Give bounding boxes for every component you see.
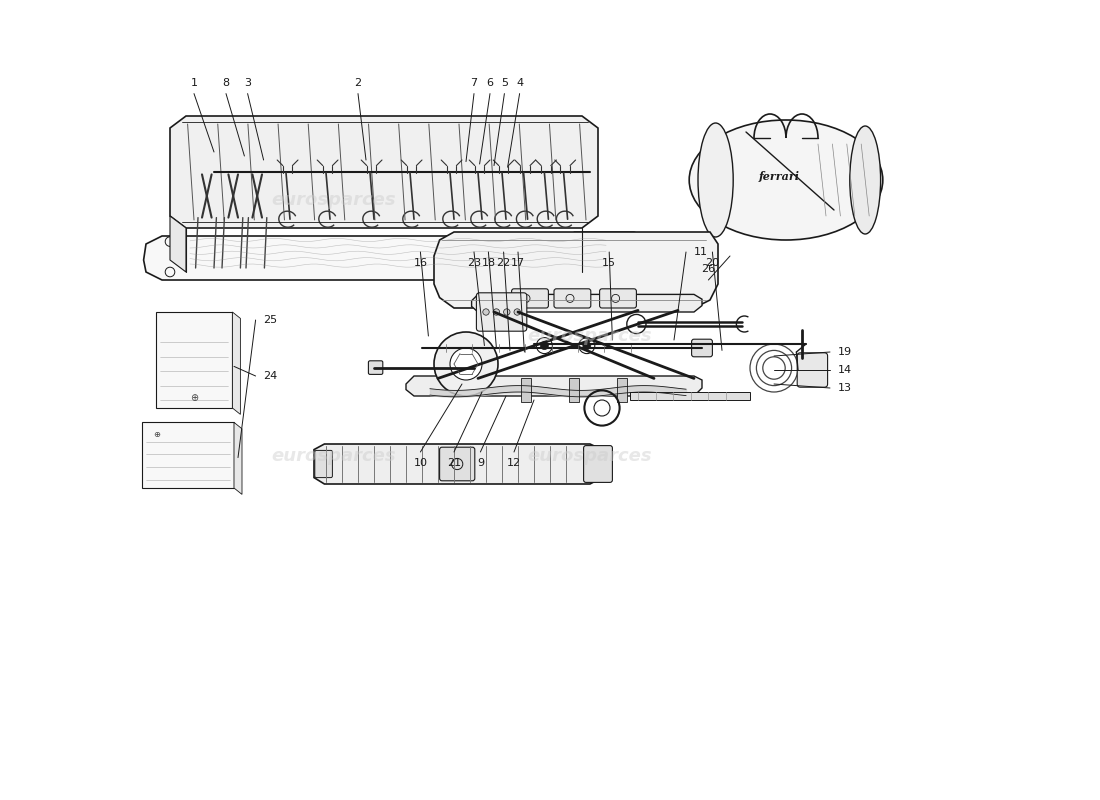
Text: 5: 5 [500, 78, 508, 88]
FancyBboxPatch shape [584, 446, 613, 482]
Ellipse shape [698, 123, 734, 237]
Polygon shape [406, 376, 702, 396]
FancyBboxPatch shape [692, 339, 713, 357]
Text: 10: 10 [414, 458, 428, 469]
Polygon shape [234, 422, 242, 494]
Text: 8: 8 [222, 78, 230, 88]
Circle shape [504, 309, 510, 315]
Bar [569, 378, 579, 402]
Text: eurosparces: eurosparces [272, 191, 396, 209]
FancyBboxPatch shape [600, 289, 637, 308]
Text: 24: 24 [264, 371, 278, 381]
FancyBboxPatch shape [512, 289, 549, 308]
Circle shape [579, 338, 595, 354]
Circle shape [434, 332, 498, 396]
Text: 16: 16 [414, 258, 428, 268]
Text: 21: 21 [447, 458, 461, 469]
FancyBboxPatch shape [798, 353, 827, 387]
Circle shape [583, 342, 591, 350]
Polygon shape [156, 312, 232, 408]
Circle shape [450, 348, 482, 380]
Text: 11: 11 [694, 247, 708, 257]
Circle shape [514, 309, 520, 315]
Text: 26: 26 [702, 264, 715, 274]
Ellipse shape [690, 120, 883, 240]
Text: 9: 9 [476, 458, 484, 469]
Polygon shape [142, 422, 234, 488]
Text: eurosparces: eurosparces [528, 327, 652, 345]
Polygon shape [144, 236, 628, 280]
Text: 18: 18 [482, 258, 495, 268]
Polygon shape [574, 232, 662, 282]
Text: 17: 17 [510, 258, 525, 268]
FancyBboxPatch shape [368, 361, 383, 374]
Text: 14: 14 [838, 365, 853, 374]
Text: 6: 6 [486, 78, 494, 88]
Text: 4: 4 [516, 78, 524, 88]
Circle shape [540, 342, 549, 350]
Text: 25: 25 [264, 315, 277, 325]
Text: 7: 7 [471, 78, 477, 88]
Text: 1: 1 [190, 78, 198, 88]
Bar [617, 378, 627, 402]
Circle shape [493, 309, 499, 315]
Text: 13: 13 [838, 383, 853, 393]
Text: ferrari: ferrari [759, 170, 800, 182]
Text: 2: 2 [354, 78, 362, 88]
Circle shape [537, 338, 552, 354]
FancyBboxPatch shape [554, 289, 591, 308]
Polygon shape [472, 294, 702, 312]
Polygon shape [630, 392, 750, 400]
Text: 19: 19 [838, 347, 853, 357]
FancyBboxPatch shape [440, 447, 475, 481]
Polygon shape [232, 312, 241, 414]
Text: eurosparces: eurosparces [528, 447, 652, 465]
Polygon shape [314, 444, 602, 484]
Circle shape [483, 309, 490, 315]
Text: 3: 3 [244, 78, 251, 88]
Text: ⊕: ⊕ [190, 393, 198, 402]
Bar [521, 378, 531, 402]
FancyBboxPatch shape [476, 293, 527, 331]
Text: 12: 12 [507, 458, 521, 469]
Text: 23: 23 [466, 258, 481, 268]
FancyBboxPatch shape [315, 450, 332, 478]
Text: eurosparces: eurosparces [272, 447, 396, 465]
Polygon shape [434, 232, 718, 308]
Text: 20: 20 [705, 258, 719, 268]
Text: 22: 22 [496, 258, 510, 268]
Text: 15: 15 [602, 258, 616, 268]
Polygon shape [170, 116, 598, 228]
Ellipse shape [850, 126, 881, 234]
Text: ⊕: ⊕ [153, 430, 159, 439]
Polygon shape [170, 216, 186, 272]
